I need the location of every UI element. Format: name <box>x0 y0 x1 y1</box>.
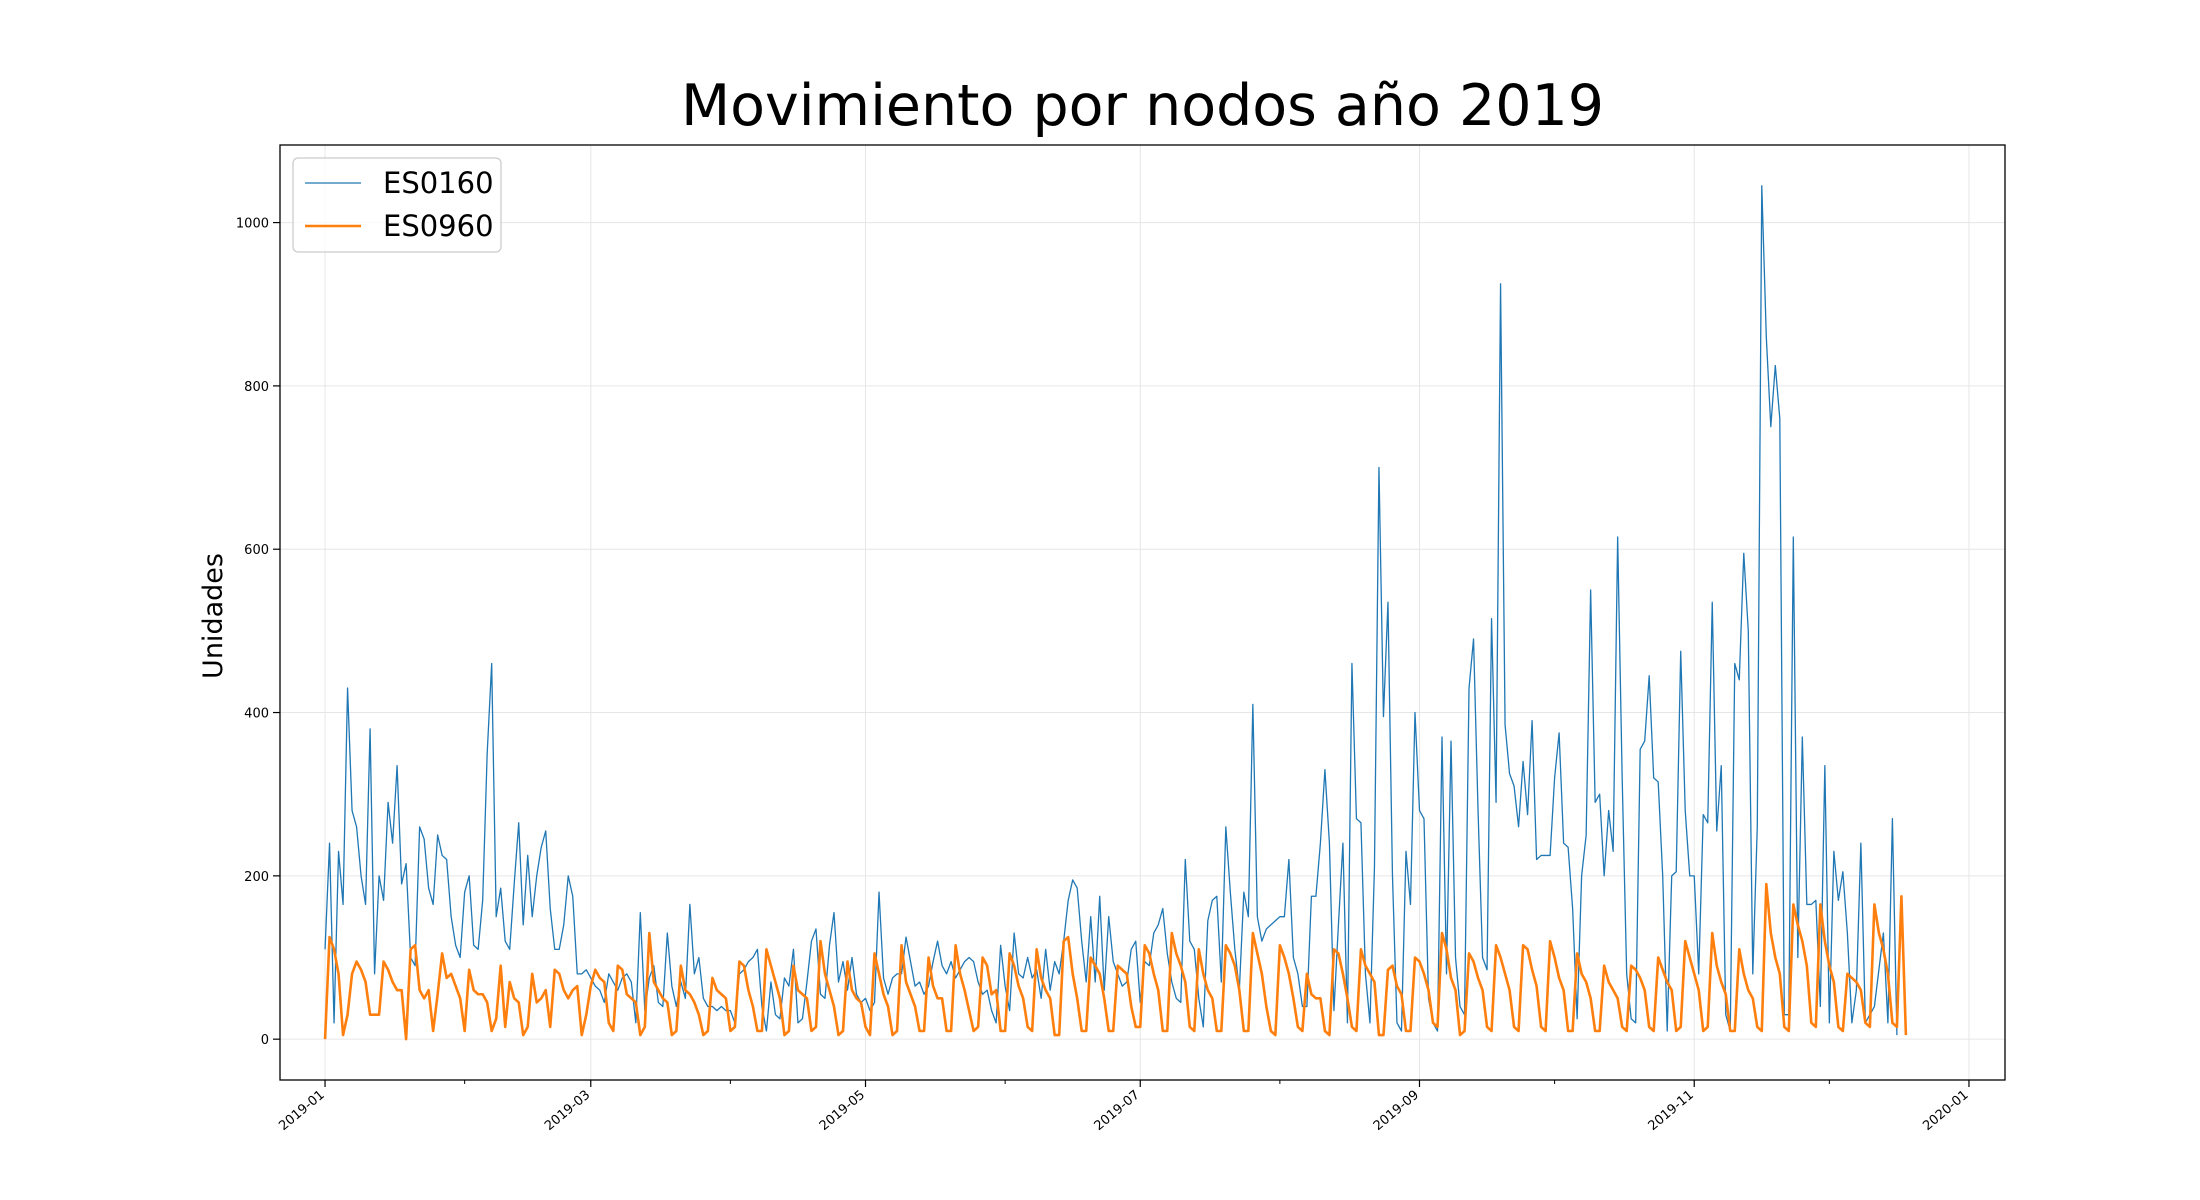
x-tick-label: 2019-01 <box>276 1088 327 1134</box>
y-tick-label: 600 <box>244 543 269 558</box>
x-tick-label: 2019-11 <box>1646 1088 1697 1134</box>
y-tick-label: 400 <box>244 707 269 722</box>
chart-title: Movimiento por nodos año 2019 <box>680 73 1605 139</box>
plot-area-frame <box>279 144 2006 1081</box>
x-tick-label: 2019-07 <box>1092 1088 1143 1134</box>
series-lines <box>323 185 1908 1041</box>
x-tick-label: 2019-05 <box>817 1088 868 1134</box>
x-tick-label: 2019-03 <box>542 1088 593 1134</box>
y-tick-label: 1000 <box>236 217 269 232</box>
x-tick-label: 2020-01 <box>1920 1088 1971 1134</box>
y-tick-label: 200 <box>244 870 269 885</box>
series-line-es0160 <box>324 185 1898 1036</box>
y-axis-label: Unidades <box>198 553 229 679</box>
y-tick-label: 800 <box>244 380 269 395</box>
x-tick-label: 2019-09 <box>1371 1088 1422 1134</box>
legend: ES0160 ES0960 <box>292 157 502 253</box>
legend-label-es0160: ES0160 <box>383 166 494 200</box>
series-line-es0960 <box>323 882 1908 1041</box>
legend-box <box>292 157 502 253</box>
legend-label-es0960: ES0960 <box>383 209 494 243</box>
y-tick-label: 0 <box>261 1033 269 1048</box>
grid-lines <box>280 145 2005 1080</box>
